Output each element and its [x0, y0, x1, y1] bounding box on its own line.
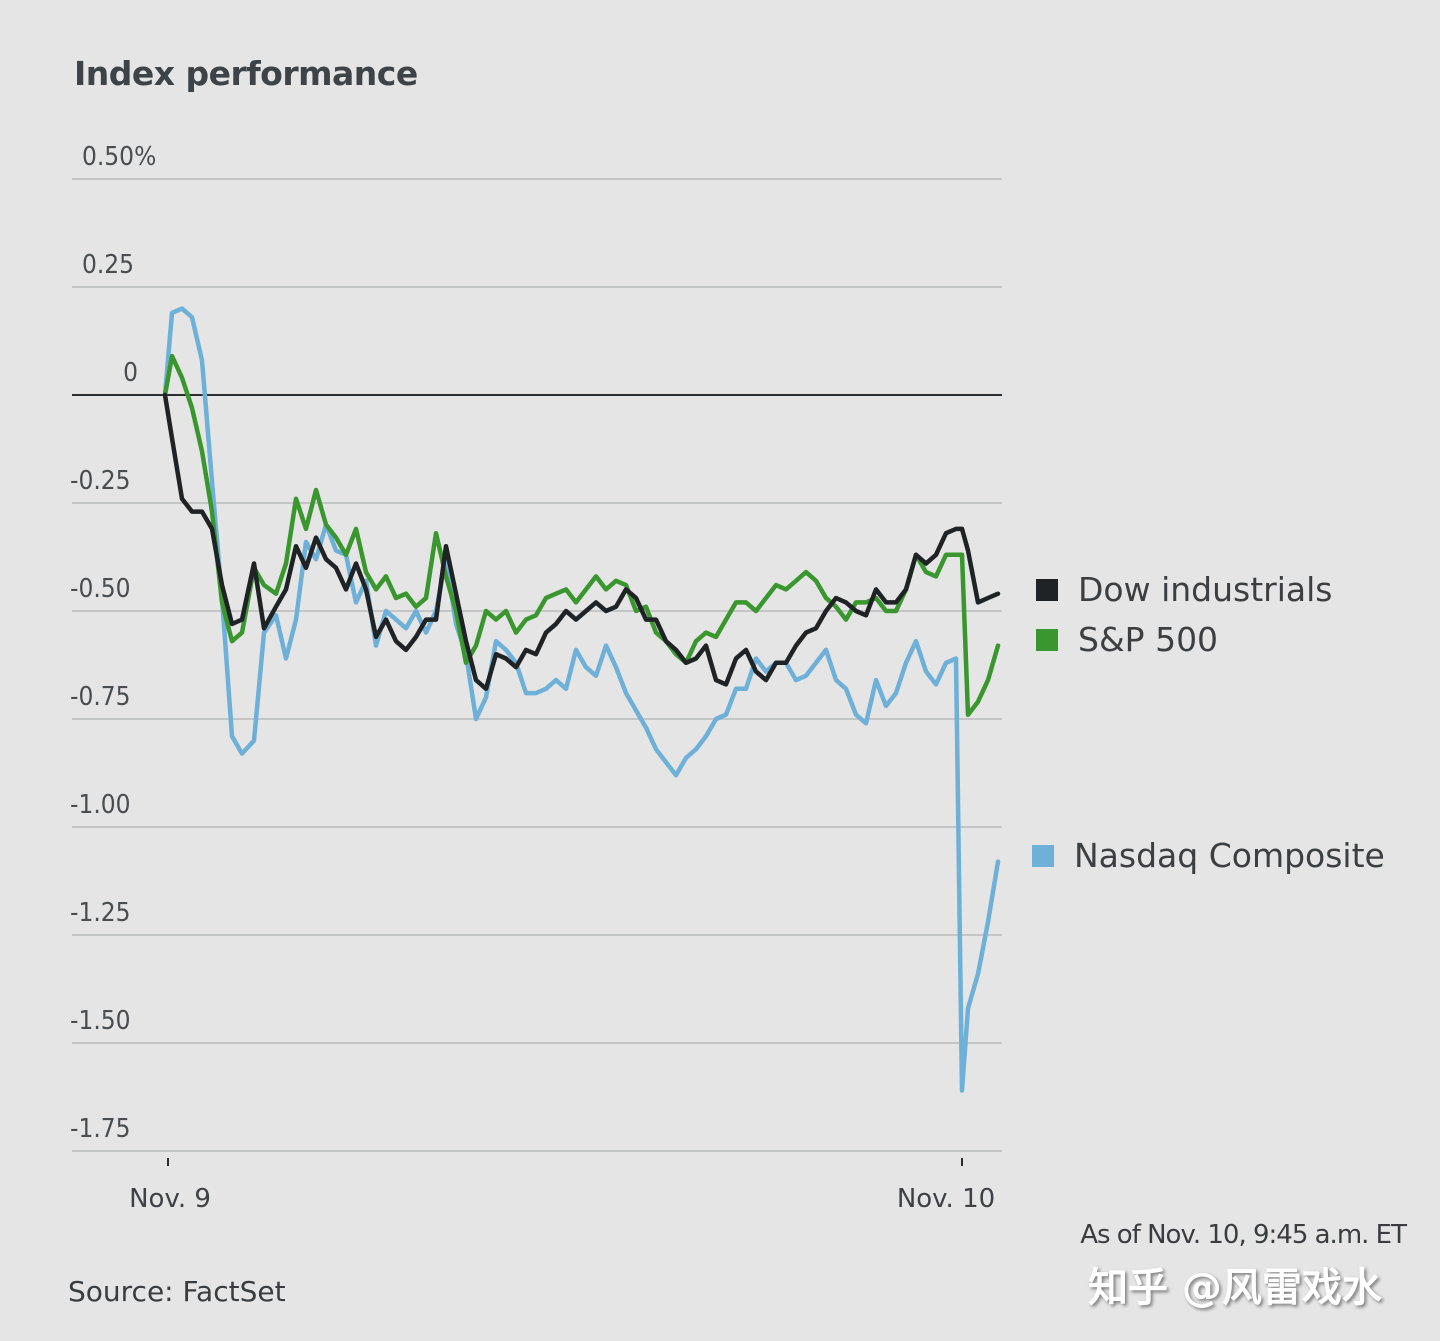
- legend-label-nasdaq: Nasdaq Composite: [1074, 836, 1385, 875]
- x-axis: Nov. 9 Nov. 10: [129, 1158, 995, 1214]
- legend-item-nasdaq: Nasdaq Composite: [1032, 836, 1385, 875]
- y-tick-label: -1.00: [70, 790, 131, 820]
- y-tick-label: -1.25: [70, 898, 131, 928]
- y-tick-label: 0: [123, 358, 138, 388]
- y-tick-label: -1.50: [70, 1006, 131, 1036]
- x-tick-label: Nov. 9: [129, 1184, 211, 1214]
- chart-title: Index performance: [74, 54, 418, 93]
- y-axis-labels: 0.50% 0.25 0 -0.25 -0.50 -0.75 -1.00 -1.25 -1.50…: [70, 142, 156, 1144]
- y-tick-label: 0.25: [82, 250, 134, 280]
- y-tick-label: -1.75: [70, 1114, 131, 1144]
- y-tick-label: 0.50%: [82, 142, 156, 172]
- watermark: 知乎 @风雷戏水: [1088, 1265, 1382, 1311]
- legend-item-dow: Dow industrials: [1036, 570, 1332, 609]
- as-of-timestamp: As of Nov. 10, 9:45 a.m. ET: [1080, 1220, 1407, 1250]
- legend-label-sp500: S&P 500: [1078, 620, 1219, 659]
- legend-item-sp500: S&P 500: [1036, 620, 1218, 659]
- gridlines: [72, 178, 1002, 1152]
- y-tick-label: -0.25: [70, 466, 131, 496]
- x-tick-label: Nov. 10: [897, 1184, 995, 1214]
- series-lines: [162, 306, 1001, 1093]
- dow-swatch-icon: [1036, 578, 1058, 601]
- nasdaq-swatch-icon: [1032, 844, 1054, 867]
- sp500-swatch-icon: [1036, 628, 1058, 651]
- legend-label-dow: Dow industrials: [1078, 570, 1333, 609]
- y-tick-label: -0.50: [70, 574, 131, 604]
- source-note: Source: FactSet: [68, 1275, 286, 1308]
- series-line-nasdaq-composite: [162, 306, 1001, 1093]
- series-line-s-p-500: [162, 353, 1001, 717]
- y-tick-label: -0.75: [70, 682, 131, 712]
- series-line-dow-industrials: [162, 392, 1001, 692]
